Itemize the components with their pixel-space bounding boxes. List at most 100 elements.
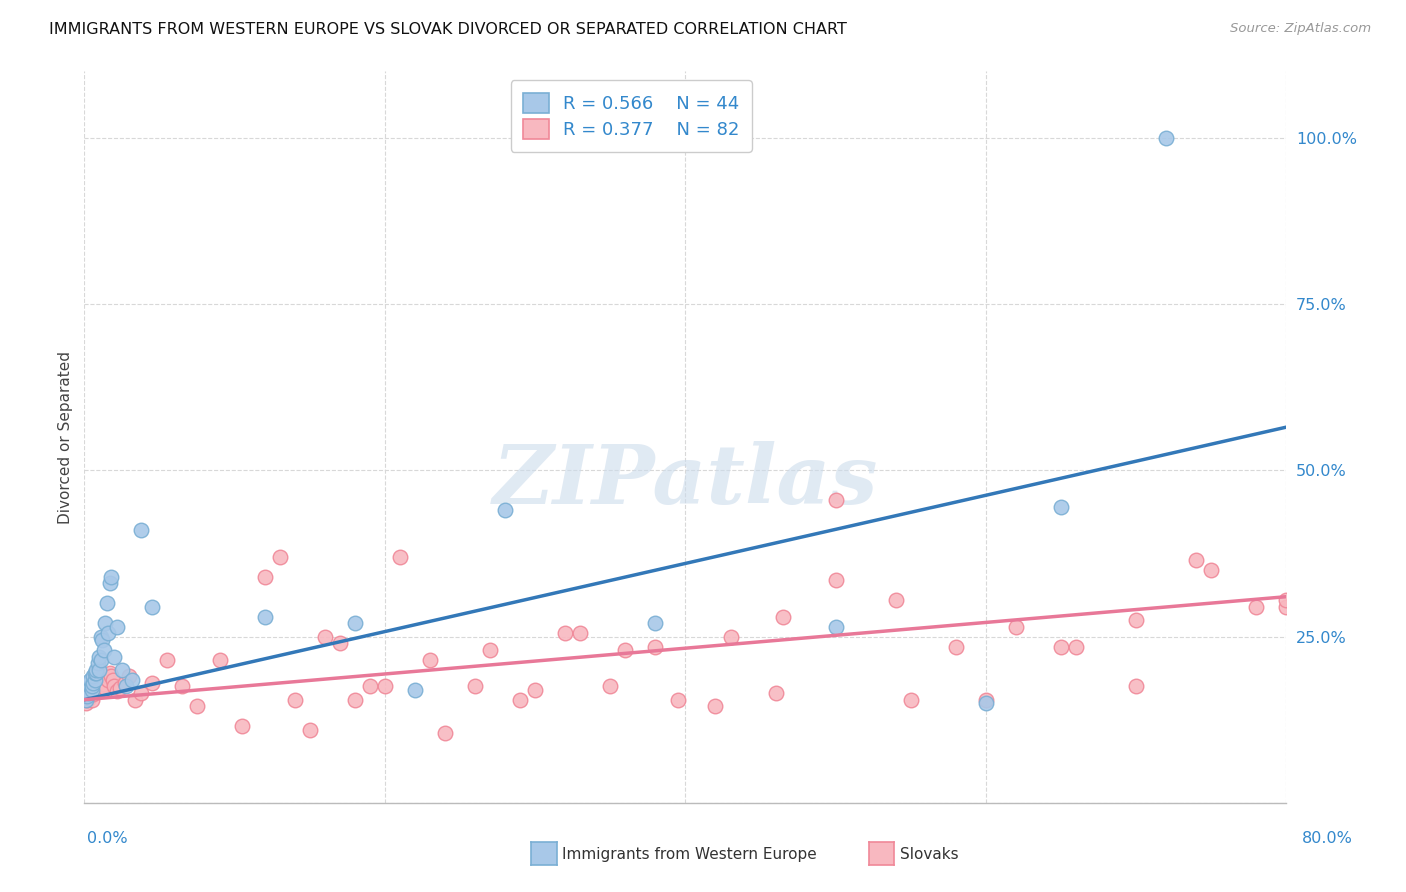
Point [76, 692, 98, 706]
Point [404, 682, 426, 697]
Point [79, 680, 101, 694]
Point [314, 630, 336, 644]
Point [83, 673, 105, 687]
Point [93, 643, 115, 657]
Point [80, 686, 103, 700]
Point [75, 692, 97, 706]
Point [87, 680, 110, 694]
Point [86, 666, 108, 681]
Point [77, 686, 100, 700]
Point [86, 677, 108, 691]
Point [103, 680, 125, 694]
Point [141, 676, 163, 690]
Point [419, 653, 441, 667]
Point [1050, 500, 1073, 514]
Text: IMMIGRANTS FROM WESTERN EUROPE VS SLOVAK DIVORCED OR SEPARATED CORRELATION CHART: IMMIGRANTS FROM WESTERN EUROPE VS SLOVAK… [49, 22, 846, 37]
Point [89, 682, 111, 697]
Point [884, 593, 907, 607]
Point [772, 609, 794, 624]
Point [824, 573, 846, 587]
Point [124, 692, 146, 706]
Point [82, 681, 104, 696]
Point [115, 680, 138, 694]
Point [1005, 619, 1028, 633]
Point [186, 699, 208, 714]
Point [298, 723, 321, 737]
Point [91, 632, 114, 647]
Point [94, 681, 117, 696]
Point [464, 680, 486, 694]
Point [97, 673, 120, 687]
Point [107, 684, 129, 698]
Point [599, 680, 621, 694]
Point [97, 626, 120, 640]
Point [82, 676, 104, 690]
Point [91, 673, 114, 687]
Point [479, 643, 502, 657]
Point [666, 692, 689, 706]
Point [388, 549, 411, 564]
Point [103, 649, 125, 664]
Point [374, 680, 396, 694]
Point [824, 619, 846, 633]
Point [554, 626, 576, 640]
Point [1201, 563, 1223, 577]
Point [75, 696, 97, 710]
Text: 0.0%: 0.0% [87, 831, 128, 846]
Point [509, 692, 531, 706]
Point [110, 681, 132, 696]
Point [75, 686, 97, 700]
Point [131, 686, 153, 700]
Point [569, 626, 592, 640]
Point [434, 726, 457, 740]
Point [329, 636, 352, 650]
Point [494, 503, 516, 517]
Point [111, 663, 134, 677]
Point [1185, 553, 1208, 567]
Point [1275, 599, 1298, 614]
Point [1246, 599, 1268, 614]
Point [131, 523, 153, 537]
Point [118, 669, 141, 683]
Point [524, 682, 547, 697]
Point [93, 677, 115, 691]
Point [86, 681, 108, 696]
Point [359, 680, 381, 694]
Point [107, 619, 129, 633]
Point [1050, 640, 1073, 654]
Point [90, 676, 112, 690]
Text: 80.0%: 80.0% [1302, 831, 1353, 846]
Point [98, 666, 121, 681]
Point [77, 676, 100, 690]
Point [114, 676, 136, 690]
Point [343, 692, 366, 706]
Point [77, 690, 100, 705]
Point [79, 690, 101, 704]
Point [1125, 613, 1147, 627]
Point [83, 680, 105, 694]
Point [253, 609, 276, 624]
Text: Immigrants from Western Europe: Immigrants from Western Europe [562, 847, 817, 862]
Text: Source: ZipAtlas.com: Source: ZipAtlas.com [1230, 22, 1371, 36]
Point [76, 682, 98, 697]
Point [94, 616, 117, 631]
Point [80, 682, 103, 697]
Point [101, 673, 124, 687]
Point [90, 630, 112, 644]
Point [141, 599, 163, 614]
Point [89, 663, 111, 677]
Point [974, 696, 997, 710]
Point [96, 669, 118, 683]
Point [253, 570, 276, 584]
Point [83, 666, 105, 681]
Point [89, 649, 111, 664]
Point [1156, 131, 1178, 145]
Point [96, 596, 118, 610]
Point [170, 680, 193, 694]
Point [343, 616, 366, 631]
Text: Slovaks: Slovaks [900, 847, 959, 862]
Point [644, 616, 666, 631]
Point [76, 690, 98, 704]
Point [98, 576, 121, 591]
Point [82, 687, 104, 701]
